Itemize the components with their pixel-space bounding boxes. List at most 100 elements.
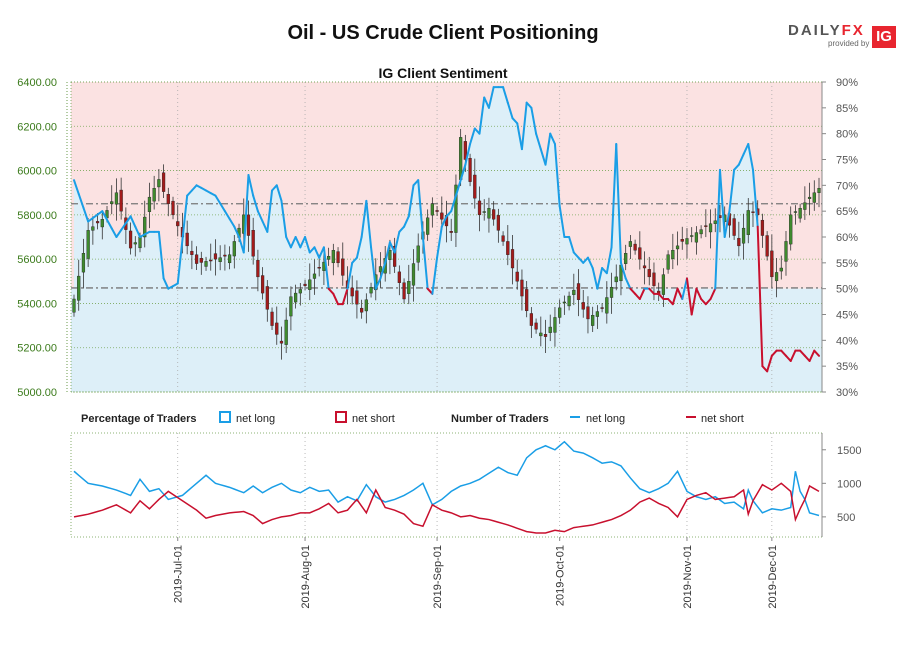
long-pct-segment	[478, 96, 486, 135]
long-pct-segment	[770, 349, 778, 357]
long-pct-segment	[228, 217, 236, 228]
y2-tick-label: 90%	[836, 77, 858, 89]
long-pct-segment	[124, 215, 132, 225]
candle-body	[270, 311, 274, 326]
bottom-frame	[70, 432, 823, 538]
x-tick-label: 2019-Nov-01	[682, 545, 694, 609]
ig-logo: IG	[872, 26, 896, 48]
y2-tick-label: 85%	[836, 103, 858, 115]
candle-body	[256, 259, 260, 278]
candle-body	[430, 203, 434, 216]
candle-body	[774, 272, 779, 282]
candle-body	[812, 192, 816, 203]
y2-tick-label: 40%	[836, 335, 858, 347]
candle-body	[213, 253, 218, 260]
candle-body	[482, 211, 486, 213]
bottom-y-tick-label: 500	[837, 512, 855, 524]
long-pct-segment	[808, 349, 816, 362]
long-pct-segment	[190, 184, 198, 192]
candle-body	[581, 302, 585, 310]
long-pct-segment	[525, 101, 533, 109]
candle-body	[303, 283, 307, 286]
long-pct-segment	[351, 256, 358, 264]
long-pct-segment	[553, 143, 561, 207]
candle-body	[152, 188, 156, 202]
candle-body	[586, 306, 590, 320]
candle-body	[675, 245, 680, 250]
long-pct-segment	[572, 251, 580, 259]
long-pct-segment	[789, 349, 797, 362]
long-pct-segment	[591, 267, 599, 290]
long-pct-segment	[756, 225, 764, 368]
long-pct-segment	[106, 218, 113, 230]
long-pct-segment	[624, 277, 632, 290]
long-pct-segment	[733, 163, 740, 171]
candle-body	[553, 317, 557, 333]
candle-body	[477, 200, 482, 216]
long-pct-segment	[605, 246, 613, 275]
long-pct-segment	[355, 236, 363, 259]
y2-tick-label: 50%	[836, 284, 858, 296]
long-pct-segment	[398, 225, 406, 233]
x-tick-label: 2019-Dec-01	[767, 545, 779, 609]
candle-body	[449, 231, 453, 233]
candle-body	[614, 276, 618, 283]
long-pct-segment	[332, 292, 340, 306]
candle-body	[624, 253, 628, 264]
candle-body	[666, 254, 670, 270]
legend-percentage-title: Percentage of Traders	[81, 413, 197, 425]
long-pct-segment	[73, 179, 80, 195]
candle-body	[463, 141, 467, 160]
long-pct-segment	[535, 132, 542, 151]
long-pct-segment	[365, 199, 373, 249]
long-pct-segment	[327, 287, 335, 295]
long-pct-segment	[322, 246, 330, 290]
long-pct-segment	[549, 132, 556, 145]
long-pct-segment	[780, 349, 787, 357]
candle-body	[600, 307, 604, 309]
candle-body	[647, 269, 651, 278]
candle-body	[487, 208, 491, 219]
long-pct-segment	[577, 256, 585, 264]
long-pct-segment	[747, 143, 754, 171]
candle-body	[496, 215, 500, 231]
long-pct-segment	[77, 192, 85, 209]
candle-body	[194, 254, 199, 264]
long-pct-segment	[487, 86, 495, 109]
candle-body	[426, 217, 430, 235]
long-pct-segment	[341, 287, 349, 306]
candle-body	[227, 254, 232, 264]
chart-subtitle: IG Client Sentiment	[378, 65, 507, 81]
candle-body	[510, 249, 515, 269]
candle-body	[680, 239, 684, 242]
candle-body	[661, 274, 666, 295]
long-pct-segment	[431, 256, 439, 295]
long-pct-segment	[374, 277, 382, 290]
long-pct-segment	[638, 287, 646, 300]
candle-body	[185, 232, 189, 247]
candle-body	[798, 208, 802, 219]
candle-body	[562, 301, 566, 304]
candle-body	[473, 174, 477, 199]
candle-body	[246, 214, 251, 236]
candle-body	[652, 272, 656, 286]
candle-body	[327, 255, 331, 260]
long-pct-segment	[421, 236, 429, 290]
candle-body	[341, 258, 345, 276]
long-pct-segment	[459, 163, 467, 182]
candle-body	[260, 275, 265, 294]
y2-tick-label: 35%	[836, 361, 858, 373]
y-tick-label: 5400.00	[17, 298, 57, 310]
candle-body	[308, 279, 312, 290]
long-pct-segment	[506, 101, 514, 120]
candle-body	[147, 196, 152, 212]
long-pct-segment	[483, 96, 490, 109]
bottom-y-tick-label: 1000	[837, 478, 861, 490]
candle-body	[275, 322, 279, 335]
long-pct-segment	[586, 256, 594, 269]
long-pct-segment	[450, 194, 457, 213]
long-pct-segment	[676, 287, 684, 300]
page-title: Oil - US Crude Client Positioning	[287, 22, 599, 44]
candle-body	[591, 315, 595, 326]
